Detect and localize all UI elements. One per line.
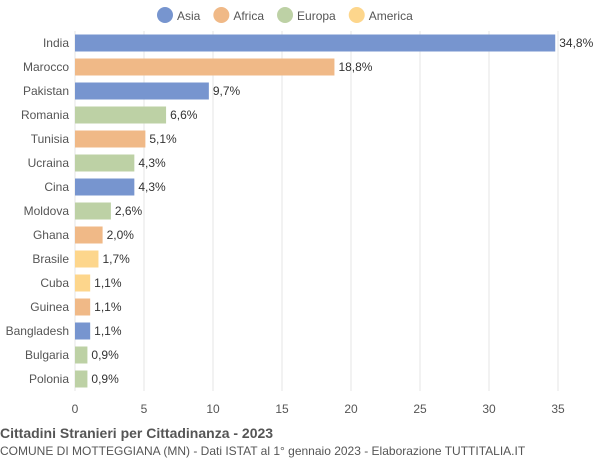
bar-chart: Asia Africa Europa America India Marocco Paki…: [6, 7, 594, 416]
bar-marocco: [75, 58, 335, 76]
y-tick-label-brasile: Brasile: [32, 252, 69, 266]
value-label-bulgaria: 0,9%: [91, 348, 119, 362]
value-label-bangladesh: 1,1%: [94, 324, 122, 338]
legend-item-america: America: [348, 7, 413, 23]
legend-label-asia: Asia: [177, 9, 201, 23]
y-axis-labels: India Marocco Pakistan Romania Tunisia Ucrain…: [6, 36, 70, 386]
value-label-guinea: 1,1%: [94, 300, 122, 314]
legend-label-america: America: [369, 9, 413, 23]
value-label-romania: 6,6%: [170, 108, 198, 122]
legend-swatch-europa: [277, 7, 294, 23]
bar-cina: [75, 178, 135, 196]
x-tick-label-10: 10: [206, 402, 220, 416]
bar-moldova: [75, 202, 111, 220]
x-tick-label-35: 35: [551, 402, 565, 416]
value-label-brasile: 1,7%: [102, 252, 130, 266]
bar-tunisia: [75, 130, 146, 148]
y-tick-label-pakistan: Pakistan: [23, 84, 69, 98]
bar-ghana: [75, 226, 103, 244]
y-tick-label-bangladesh: Bangladesh: [6, 324, 69, 338]
bar-cuba: [75, 274, 91, 292]
x-axis-labels: 0 5 10 15 20 25 30 35: [72, 402, 565, 416]
y-tick-label-india: India: [43, 36, 69, 50]
value-labels: 34,8% 18,8% 9,7% 6,6% 5,1% 4,3% 4,3% 2,6% 2,0% 1,…: [91, 36, 593, 386]
legend-item-europa: Europa: [277, 7, 336, 23]
y-tick-label-romania: Romania: [21, 108, 69, 122]
legend-swatch-africa: [213, 7, 230, 23]
legend-swatch-asia: [157, 7, 173, 23]
value-label-polonia: 0,9%: [91, 372, 119, 386]
x-tick-label-30: 30: [482, 402, 496, 416]
value-label-india: 34,8%: [559, 36, 593, 50]
legend-label-europa: Europa: [297, 9, 336, 23]
bar-ucraina: [75, 154, 135, 172]
x-tick-label-0: 0: [72, 402, 79, 416]
x-tick-label-15: 15: [275, 402, 289, 416]
bar-polonia: [75, 370, 88, 388]
x-tick-label-25: 25: [413, 402, 427, 416]
y-tick-label-ucraina: Ucraina: [28, 156, 70, 170]
bar-guinea: [75, 298, 91, 316]
y-tick-label-ghana: Ghana: [33, 228, 69, 242]
value-label-cina: 4,3%: [138, 180, 166, 194]
x-tick-label-20: 20: [344, 402, 358, 416]
y-tick-label-cuba: Cuba: [40, 276, 69, 290]
legend-item-africa: Africa: [213, 7, 264, 23]
legend: Asia Africa Europa America: [157, 7, 413, 23]
y-tick-label-polonia: Polonia: [29, 372, 69, 386]
x-tick-label-5: 5: [141, 402, 148, 416]
value-label-ghana: 2,0%: [107, 228, 135, 242]
y-tick-label-moldova: Moldova: [24, 204, 70, 218]
value-label-tunisia: 5,1%: [149, 132, 177, 146]
chart-title: Cittadini Stranieri per Cittadinanza - 2…: [0, 425, 274, 441]
value-label-moldova: 2,6%: [115, 204, 143, 218]
bar-pakistan: [75, 82, 209, 100]
bar-india: [75, 34, 556, 52]
y-tick-label-tunisia: Tunisia: [31, 132, 70, 146]
bars: [75, 34, 556, 388]
value-label-marocco: 18,8%: [338, 60, 372, 74]
y-tick-label-bulgaria: Bulgaria: [25, 348, 69, 362]
y-tick-label-marocco: Marocco: [23, 60, 69, 74]
y-tick-label-cina: Cina: [44, 180, 69, 194]
y-tick-label-guinea: Guinea: [30, 300, 69, 314]
chart-subtitle: COMUNE DI MOTTEGGIANA (MN) - Dati ISTAT …: [0, 444, 526, 458]
value-label-cuba: 1,1%: [94, 276, 122, 290]
legend-label-africa: Africa: [233, 9, 264, 23]
value-label-ucraina: 4,3%: [138, 156, 166, 170]
value-label-pakistan: 9,7%: [213, 84, 241, 98]
legend-item-asia: Asia: [157, 7, 201, 23]
bar-brasile: [75, 250, 99, 268]
legend-swatch-america: [348, 7, 365, 23]
bar-bulgaria: [75, 346, 88, 364]
bar-bangladesh: [75, 322, 91, 340]
bar-romania: [75, 106, 167, 124]
